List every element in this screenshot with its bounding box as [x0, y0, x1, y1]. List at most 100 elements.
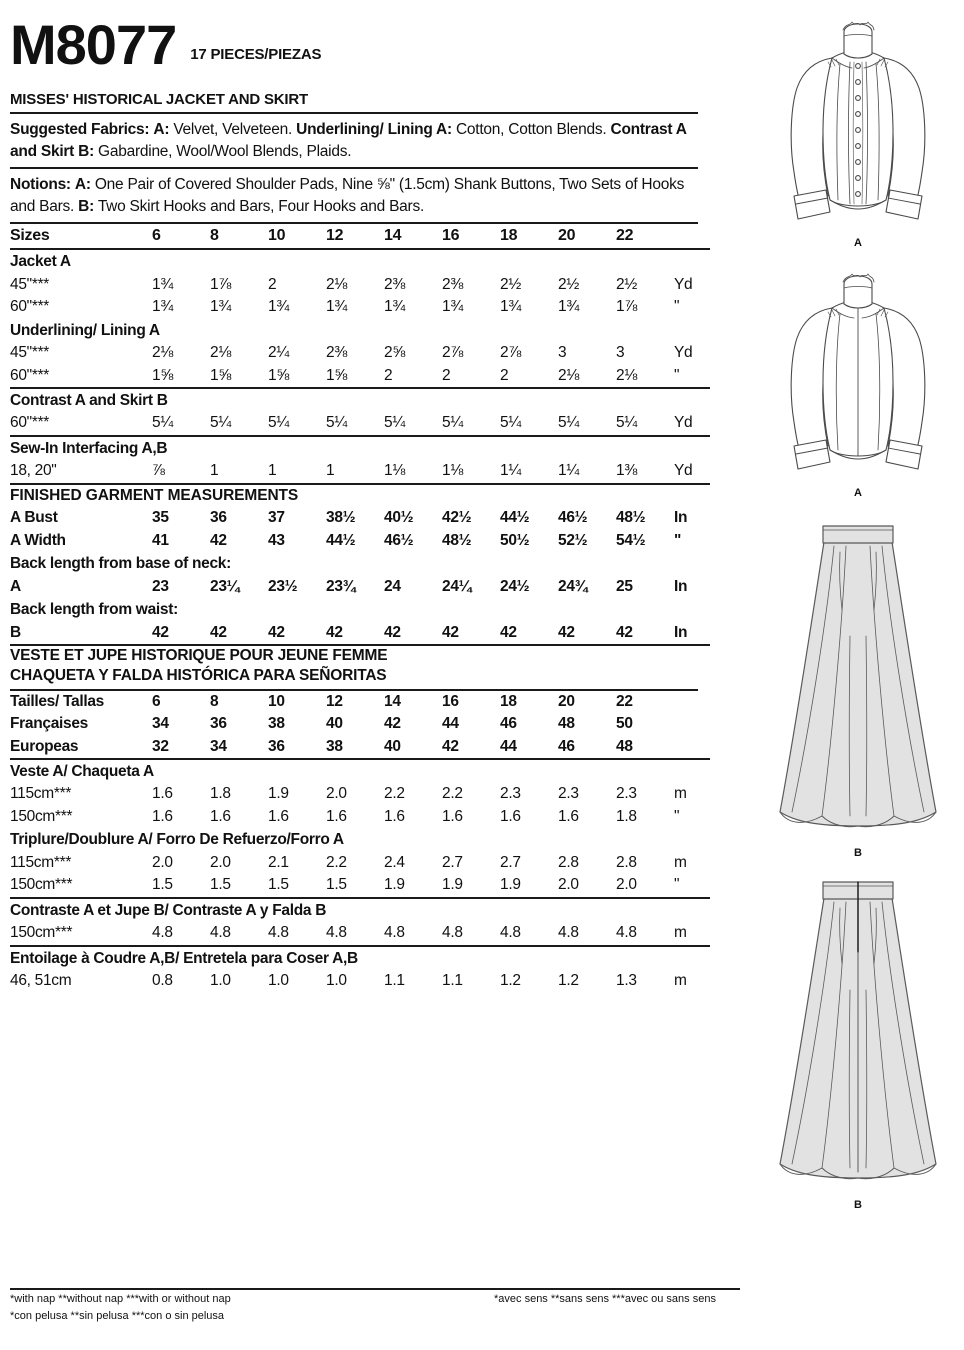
row-label: 150cm***	[10, 807, 73, 825]
fabrics-a-text: Velvet, Velveteen.	[173, 121, 293, 139]
divider	[10, 1288, 740, 1290]
footnotes: *with nap **without nap ***with or witho…	[10, 1288, 740, 1327]
cell: 1.0	[210, 972, 231, 990]
cell: 1⅝	[152, 366, 173, 384]
cell: 2⅜	[384, 275, 405, 293]
row-unit: "	[674, 298, 680, 316]
cell: 4.8	[152, 924, 173, 942]
cell: 2⅛	[210, 344, 231, 362]
cell: 42	[558, 623, 575, 641]
row-unit: Yd	[674, 344, 693, 362]
cell: 23¼	[210, 577, 240, 595]
table-row: Europeas 32 34 36 38 40 42 44 46 48	[10, 736, 710, 759]
divider	[10, 222, 698, 225]
jacket-back-icon	[790, 273, 926, 470]
group-title-row: Underlining/ Lining A	[10, 319, 710, 342]
row-unit: "	[674, 876, 680, 894]
cell: 10	[268, 692, 285, 710]
illustration-jacket-front: A	[752, 14, 964, 249]
underlining-text: Cotton, Cotton Blends.	[455, 121, 607, 139]
cell: 1.6	[152, 785, 173, 803]
cell: 2.3	[558, 785, 579, 803]
cell: 42	[442, 623, 459, 641]
suggested-fabrics: Suggested Fabrics: A: Velvet, Velveteen.…	[10, 114, 710, 167]
skirt-back-icon	[779, 881, 937, 1180]
row-label: 45"***	[10, 344, 50, 362]
cell: 42	[326, 623, 343, 641]
cell: 1¼	[500, 462, 521, 480]
cell: 42	[268, 623, 285, 641]
cell: 1⅜	[616, 462, 637, 480]
cell: 44½	[500, 509, 530, 527]
cell: 1⅝	[326, 366, 347, 384]
cell: 1	[268, 462, 277, 480]
group-title: Triplure/Doublure A/ Forro De Refuerzo/F…	[10, 831, 344, 849]
cell: 1.3	[616, 972, 637, 990]
table-row: 150cm*** 1.5 1.5 1.5 1.5 1.9 1.9 1.9 2.0…	[10, 874, 710, 897]
cell: 1.9	[268, 785, 289, 803]
back-neck-heading: Back length from base of neck:	[10, 555, 231, 573]
table-row: 60"*** 1⅝ 1⅝ 1⅝ 1⅝ 2 2 2 2⅛ 2⅛ "	[10, 365, 710, 388]
cell: 5¼	[558, 414, 579, 432]
cell: 4.8	[210, 924, 231, 942]
cell: 41	[152, 531, 169, 549]
cell: 2.8	[616, 853, 637, 871]
row-unit: "	[674, 531, 682, 549]
cell: 46	[558, 737, 575, 755]
cell: 2.2	[326, 853, 347, 871]
cell: 42	[152, 623, 169, 641]
cell: 3	[558, 344, 567, 362]
table-row: 150cm*** 4.8 4.8 4.8 4.8 4.8 4.8 4.8 4.8…	[10, 922, 710, 945]
cell: 37	[268, 509, 285, 527]
cell: 4.8	[442, 924, 463, 942]
cell: 54½	[616, 531, 646, 549]
sizes-label: Sizes	[10, 227, 50, 245]
illustration-label: B	[854, 1199, 862, 1211]
group-title-row: Contraste A et Jupe B/ Contraste A y Fal…	[10, 899, 710, 922]
row-label: Tailles/ Tallas	[10, 692, 105, 710]
table-row: 60"*** 5¼ 5¼ 5¼ 5¼ 5¼ 5¼ 5¼ 5¼ 5¼ Yd	[10, 412, 710, 435]
skirt-front-icon	[779, 525, 937, 828]
row-unit: "	[674, 807, 680, 825]
cell: 1.6	[442, 807, 463, 825]
cell: 2.2	[384, 785, 405, 803]
unit-col	[674, 224, 710, 249]
cell: 1⅞	[210, 275, 231, 293]
row-unit	[674, 713, 710, 735]
size-col: 14	[384, 227, 402, 245]
fabrics-label: Suggested Fabrics:	[10, 121, 150, 139]
cell: 42	[384, 623, 401, 641]
piece-count: 17 PIECES/PIEZAS	[190, 46, 322, 64]
cell: 1.1	[384, 972, 405, 990]
row-unit: m	[674, 853, 687, 871]
row-label: Europeas	[10, 737, 79, 755]
cell: 2	[442, 366, 451, 384]
cell: 4.8	[384, 924, 405, 942]
cell: 2¼	[268, 344, 289, 362]
fabrics-a-label: A:	[153, 121, 170, 139]
illustration-skirt-front: B	[752, 516, 964, 859]
cell: 38	[268, 715, 285, 733]
cell: 34	[152, 715, 169, 733]
cell: 12	[326, 692, 343, 710]
cell: 24¼	[442, 577, 472, 595]
notions-b-label: B:	[78, 198, 95, 216]
notions-a-text: One Pair of Covered Shoulder Pads, Nine …	[10, 176, 685, 216]
cell: 2.3	[616, 785, 637, 803]
cell: 1¾	[152, 298, 173, 316]
table-row: 45"*** 2⅛ 2⅛ 2¼ 2⅜ 2⅝ 2⅞ 2⅞ 3 3 Yd	[10, 342, 710, 364]
cell: 1.9	[442, 876, 463, 894]
cell: 34	[210, 737, 227, 755]
cell: 2⅞	[500, 344, 521, 362]
cell: 42	[210, 623, 227, 641]
cell: 42	[442, 737, 459, 755]
group-title-row: Triplure/Doublure A/ Forro De Refuerzo/F…	[10, 828, 710, 851]
table-row: 18, 20" ⅞ 1 1 1 1⅛ 1⅛ 1¼ 1¼ 1⅜ Yd	[10, 460, 710, 483]
header-row: M8077 17 PIECES/PIEZAS	[10, 0, 710, 72]
cell: 44	[500, 737, 517, 755]
group-title: Underlining/ Lining A	[10, 321, 160, 339]
cell: 1.6	[268, 807, 289, 825]
cell: 40½	[384, 509, 414, 527]
group-title-row: Contrast A and Skirt B	[10, 389, 710, 412]
